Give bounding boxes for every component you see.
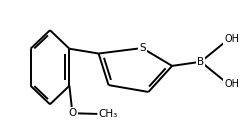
Text: OH: OH bbox=[225, 79, 239, 89]
Text: OH: OH bbox=[225, 34, 239, 44]
Text: O: O bbox=[68, 108, 77, 118]
Text: S: S bbox=[139, 43, 145, 53]
Text: CH₃: CH₃ bbox=[99, 109, 118, 119]
Text: B: B bbox=[197, 57, 204, 67]
